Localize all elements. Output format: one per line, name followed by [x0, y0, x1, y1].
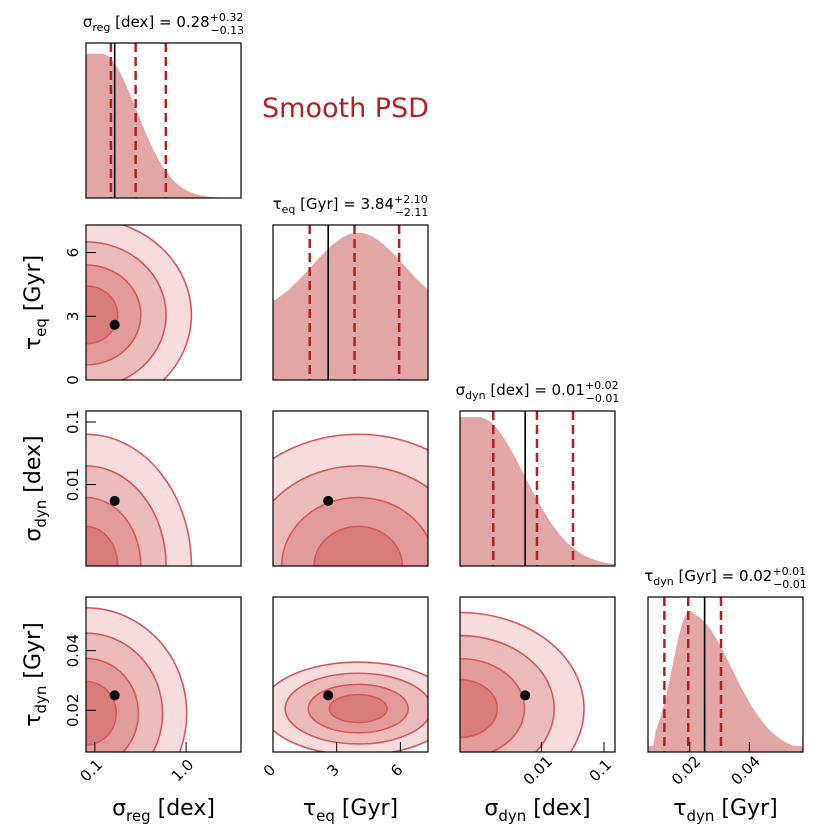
- y-tick-label-tau_eq: 0: [64, 375, 82, 385]
- joint-frame: [272, 596, 429, 753]
- y-tick-label-sigma_dyn: 0.01: [64, 468, 82, 501]
- x-axis-label-tau_eq: τeq [Gyr]: [303, 796, 398, 825]
- marginal-density-sigma_reg: [86, 53, 241, 199]
- contour-group: [460, 611, 585, 752]
- x-tick-label-tau_dyn: 0.04: [728, 752, 764, 788]
- joint-frame: [85, 224, 242, 381]
- joint-frame: [85, 596, 242, 753]
- y-tick-label-tau_dyn: 0.04: [64, 634, 82, 667]
- joint-frame: [459, 596, 616, 753]
- x-tick-label-tau_dyn: 0.02: [668, 752, 704, 788]
- marginal-frame-tau_dyn: [647, 596, 804, 753]
- x-tick-label-tau_eq: 6: [387, 761, 406, 780]
- figure-title: Smooth PSD: [262, 93, 429, 124]
- marginal-frame-tau_eq: [272, 224, 429, 381]
- y-tick-label-tau_eq: 3: [64, 312, 82, 322]
- y-tick-label-tau_dyn: 0.02: [64, 694, 82, 727]
- truth-point: [109, 495, 120, 506]
- contour-group: [86, 225, 193, 380]
- joint-panel-sigma_reg-sigma_dyn: [85, 410, 242, 567]
- truth-point: [323, 495, 334, 506]
- marginal-title-sigma_reg: σreg [dex] = 0.28+0.32 −0.13: [83, 11, 244, 37]
- x-tick-label-sigma_dyn: 0.1: [586, 756, 616, 786]
- joint-panel-sigma_dyn-tau_dyn: [459, 596, 616, 753]
- y-tick-label-sigma_dyn: 0.1: [64, 410, 82, 434]
- truth-point: [323, 690, 334, 701]
- marginal-density-tau_eq: [273, 232, 428, 380]
- contour-group: [86, 433, 193, 566]
- marginal-title-tau_dyn: τdyn [Gyr] = 0.02+0.01 −0.01: [644, 565, 807, 591]
- contour-level-3: [86, 285, 119, 345]
- marginal-frame-sigma_dyn: [459, 410, 616, 567]
- x-tick-label-sigma_dyn: 0.01: [520, 752, 556, 788]
- marginal-density-sigma_dyn: [460, 417, 615, 566]
- x-tick-label-sigma_reg: 1.0: [168, 756, 198, 786]
- marginal-panel-tau_dyn: τdyn [Gyr] = 0.02+0.01 −0.01: [644, 565, 807, 753]
- marginal-frame-sigma_reg: [85, 42, 242, 199]
- contour-group: [273, 661, 428, 752]
- joint-panel-tau_eq-tau_dyn: [272, 596, 429, 753]
- x-axis-label-sigma_reg: σreg [dex]: [112, 796, 215, 825]
- truth-point: [520, 690, 531, 701]
- marginal-title-sigma_dyn: σdyn [dex] = 0.01+0.02 −0.01: [456, 379, 620, 405]
- marginal-density-tau_dyn: [648, 610, 803, 752]
- truth-point: [109, 690, 120, 701]
- y-axis-label-tau_dyn: τdyn [Gyr]: [21, 622, 50, 726]
- marginal-panel-sigma_dyn: σdyn [dex] = 0.01+0.02 −0.01: [456, 379, 620, 567]
- marginal-panel-tau_eq: τeq [Gyr] = 3.84+2.10 −2.11: [272, 193, 429, 381]
- x-tick-label-tau_eq: 0: [260, 761, 279, 780]
- joint-frame: [272, 410, 429, 567]
- contour-group: [273, 433, 428, 566]
- x-tick-label-sigma_reg: 0.1: [77, 756, 107, 786]
- contour-level-3: [460, 678, 498, 739]
- x-tick-label-tau_eq: 3: [323, 761, 342, 780]
- marginal-panel-sigma_reg: σreg [dex] = 0.28+0.32 −0.13: [83, 11, 244, 199]
- y-axis-label-sigma_dyn: σdyn [dex]: [21, 435, 50, 541]
- joint-panel-sigma_reg-tau_eq: [85, 224, 242, 381]
- x-axis-label-tau_dyn: τdyn [Gyr]: [673, 796, 777, 825]
- contour-level-3: [328, 693, 388, 724]
- marginal-title-tau_eq: τeq [Gyr] = 3.84+2.10 −2.11: [273, 193, 429, 219]
- truth-point: [109, 319, 120, 330]
- contour-group: [86, 607, 188, 752]
- joint-panel-sigma_reg-tau_dyn: [85, 596, 242, 753]
- y-axis-label-tau_eq: τeq [Gyr]: [21, 255, 50, 350]
- y-tick-label-tau_eq: 6: [64, 248, 82, 258]
- joint-frame: [85, 410, 242, 567]
- joint-panel-tau_eq-sigma_dyn: [272, 410, 429, 567]
- x-axis-label-sigma_dyn: σdyn [dex]: [484, 796, 590, 825]
